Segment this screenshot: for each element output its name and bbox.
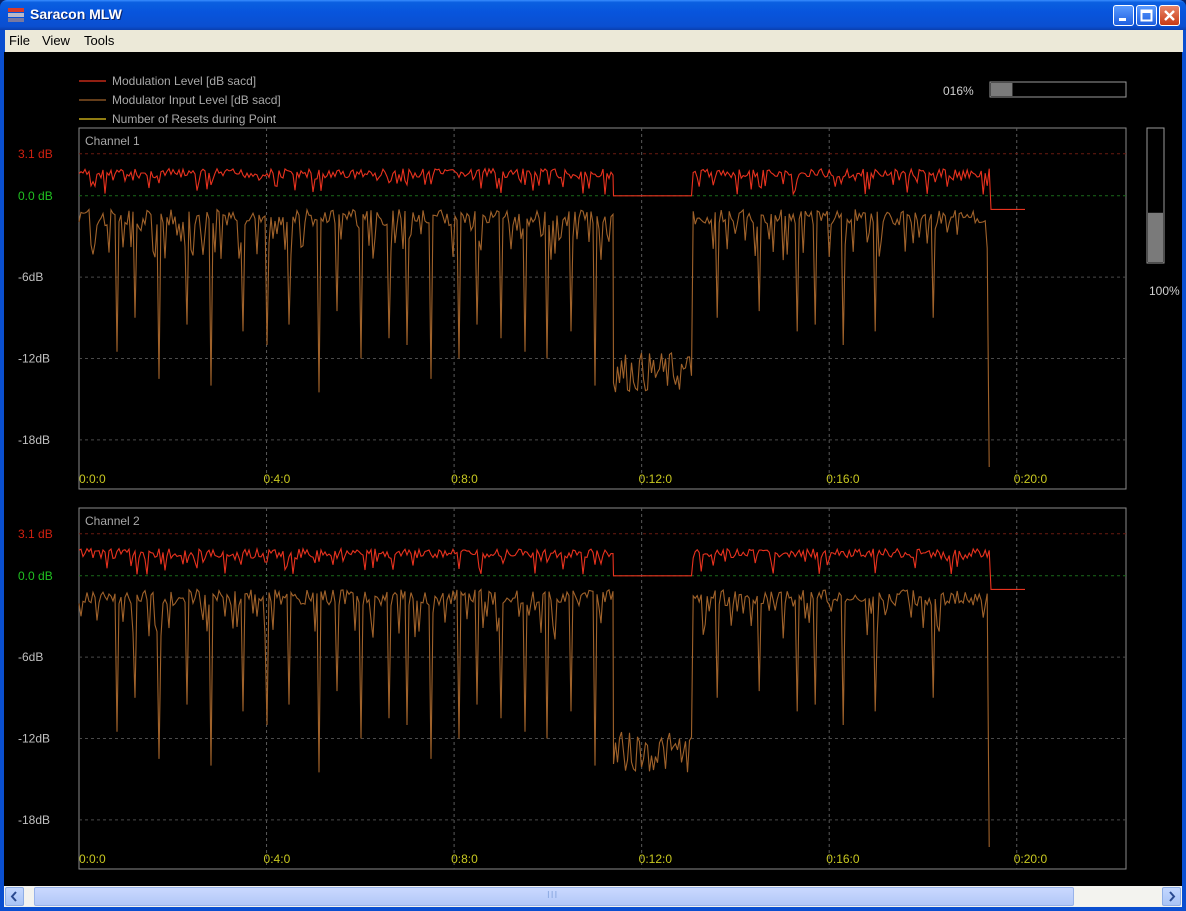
- chevron-right-icon: [1169, 891, 1176, 902]
- y-tick-label: -18dB: [18, 813, 50, 827]
- y-tick-label: 0.0 dB: [18, 189, 53, 203]
- y-tick-label: 3.1 dB: [18, 527, 53, 541]
- menu-view[interactable]: View: [42, 33, 70, 48]
- progress-label: 016%: [943, 84, 974, 98]
- y-tick-label: -12dB: [18, 732, 50, 746]
- y-tick-label: -18dB: [18, 433, 50, 447]
- x-tick-label: 0:20:0: [1014, 852, 1048, 866]
- level-meter: 100%: [1146, 127, 1180, 298]
- legend: Modulation Level [dB sacd] Modulator Inp…: [79, 74, 281, 126]
- minimize-button[interactable]: [1113, 5, 1134, 26]
- scroll-thumb[interactable]: III: [34, 887, 1074, 906]
- x-tick-label: 0:4:0: [264, 472, 291, 486]
- scroll-left-button[interactable]: [5, 887, 24, 906]
- x-tick-label: 0:0:0: [79, 852, 106, 866]
- modulator-input-level-line: [78, 588, 990, 848]
- window-border-bottom: [0, 907, 1186, 911]
- menu-file[interactable]: File: [9, 33, 30, 48]
- modulation-level-line: [78, 167, 1025, 210]
- progress-track: [989, 81, 1127, 98]
- chevron-left-icon: [10, 891, 17, 902]
- title-bar[interactable]: Saracon MLW: [0, 0, 1186, 30]
- legend-label: Number of Resets during Point: [112, 112, 277, 126]
- app-icon: [8, 8, 24, 22]
- scroll-right-button[interactable]: [1162, 887, 1181, 906]
- window-title: Saracon MLW: [30, 6, 122, 22]
- progress-indicator: 016%: [943, 81, 1127, 98]
- menu-tools[interactable]: Tools: [84, 33, 115, 48]
- modulator-input-level-line: [78, 207, 990, 468]
- plot-frame: [78, 507, 1127, 870]
- progress-fill: [991, 83, 1013, 96]
- x-tick-label: 0:8:0: [451, 852, 478, 866]
- x-tick-label: 0:16:0: [826, 852, 860, 866]
- window-border-right: [1182, 30, 1186, 911]
- y-tick-label: -6dB: [18, 650, 43, 664]
- channel-title: Channel 1: [85, 134, 140, 148]
- window-border-left: [0, 30, 4, 911]
- minimize-icon: [1119, 18, 1126, 21]
- close-icon: [1164, 10, 1175, 21]
- chart-area: Modulation Level [dB sacd] Modulator Inp…: [4, 52, 1182, 886]
- x-tick-label: 0:12:0: [639, 472, 673, 486]
- modulation-level-line: [78, 546, 1025, 590]
- legend-item-number-of-resets: Number of Resets during Point: [79, 112, 277, 126]
- y-tick-label: 0.0 dB: [18, 569, 53, 583]
- scroll-grip: III: [547, 890, 559, 901]
- x-tick-label: 0:8:0: [451, 472, 478, 486]
- menu-bar: File View Tools: [4, 30, 1183, 52]
- x-tick-label: 0:16:0: [826, 472, 860, 486]
- legend-item-modulator-input-level: Modulator Input Level [dB sacd]: [79, 93, 281, 107]
- level-meter-fill: [1148, 212, 1163, 262]
- x-tick-label: 0:20:0: [1014, 472, 1048, 486]
- close-button[interactable]: [1159, 5, 1180, 26]
- plot-frame: [78, 127, 1127, 490]
- x-tick-label: 0:0:0: [79, 472, 106, 486]
- maximize-button[interactable]: [1136, 5, 1157, 26]
- y-tick-label: -6dB: [18, 270, 43, 284]
- horizontal-scrollbar[interactable]: III: [4, 886, 1182, 907]
- legend-label: Modulation Level [dB sacd]: [112, 74, 256, 88]
- chart-canvas: Modulation Level [dB sacd] Modulator Inp…: [18, 74, 1180, 870]
- channel-title: Channel 2: [85, 514, 140, 528]
- legend-item-modulation-level: Modulation Level [dB sacd]: [79, 74, 256, 88]
- channel-2-panel: 0:0:0 0:4:0 0:8:0 0:12:0 0:16:0 0:20:0 3.1 dB 0…: [18, 507, 1127, 870]
- legend-label: Modulator Input Level [dB sacd]: [112, 93, 281, 107]
- x-tick-label: 0:12:0: [639, 852, 673, 866]
- y-tick-label: -12dB: [18, 352, 50, 366]
- channel-1-panel: 0:0:0 0:4:0 0:8:0 0:12:0 0:16:0 0:20:0 3.1 dB 0…: [18, 127, 1127, 490]
- level-meter-label: 100%: [1149, 284, 1180, 298]
- x-tick-label: 0:4:0: [264, 852, 291, 866]
- maximize-icon: [1140, 9, 1153, 22]
- y-tick-label: 3.1 dB: [18, 147, 53, 161]
